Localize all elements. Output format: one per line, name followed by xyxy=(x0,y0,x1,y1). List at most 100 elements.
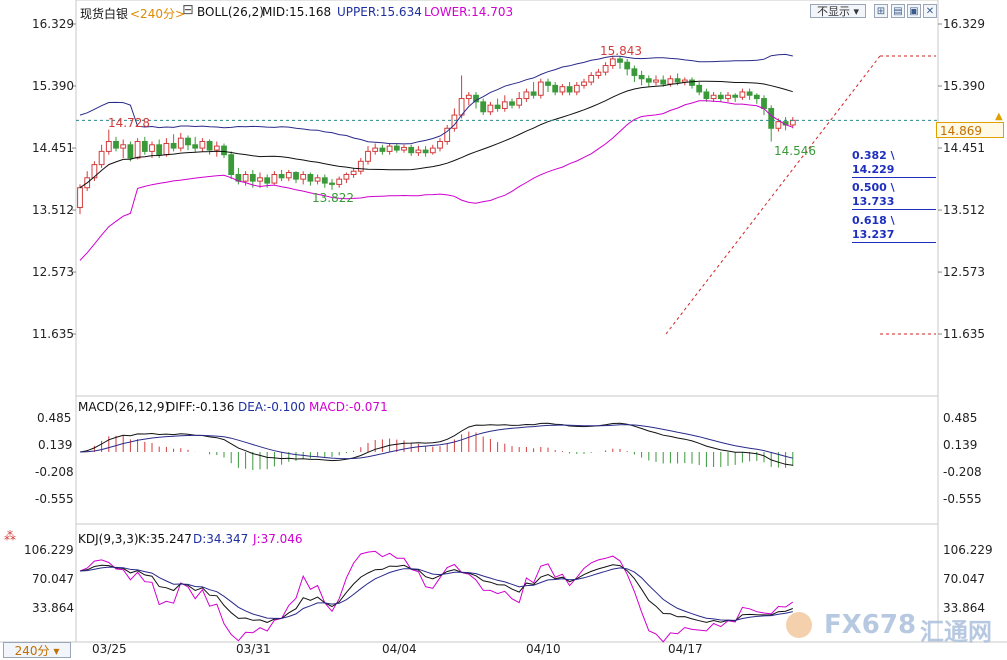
boll-lower-line xyxy=(79,100,793,261)
candle-body xyxy=(631,68,638,76)
candle-body xyxy=(149,144,155,152)
candle-body xyxy=(602,65,609,73)
low-annotation: 13.822 xyxy=(312,191,354,205)
candle-body xyxy=(156,144,163,156)
kdj-settings-icon[interactable]: ⁂ xyxy=(4,529,16,543)
macd-axis-label: -0.555 xyxy=(35,492,74,506)
candle-body xyxy=(264,177,271,184)
candle-body xyxy=(530,91,537,96)
macd-axis-right-label: 0.485 xyxy=(943,411,978,425)
candle-body xyxy=(717,94,724,100)
candle-body xyxy=(509,101,515,106)
candle-body xyxy=(329,182,335,185)
kdj-axis-right-label: 70.047 xyxy=(943,572,985,586)
candle-body xyxy=(444,127,451,142)
candle-body xyxy=(257,177,263,182)
fib-level-0618[interactable]: 0.618 \ 13.237 xyxy=(852,214,936,243)
candle-body xyxy=(271,174,278,184)
fib-trend-line xyxy=(665,55,881,335)
price-axis-right-label: 13.512 xyxy=(943,203,985,217)
macd-axis-right-label: -0.555 xyxy=(943,492,982,506)
candle-body xyxy=(552,84,559,93)
kdj-axis-right-label: 33.864 xyxy=(943,601,985,615)
date-label: 03/31 xyxy=(236,642,271,656)
candle-body xyxy=(192,144,199,149)
high-annotation: 14.728 xyxy=(108,116,150,130)
kdj-k: K:35.247 xyxy=(138,532,192,546)
zoom-icon[interactable]: ⊞ xyxy=(874,4,888,18)
kdj-d-line xyxy=(79,566,793,621)
date-label: 04/04 xyxy=(382,642,417,656)
indicator-menu-icon[interactable]: ⊟ xyxy=(182,2,194,18)
candle-body xyxy=(91,164,98,179)
candle-body xyxy=(199,140,206,149)
candle-body xyxy=(768,107,775,129)
candle-body xyxy=(775,121,782,129)
macd-dea: DEA:-0.100 xyxy=(238,400,306,414)
boll-upper: UPPER:15.634 xyxy=(337,5,422,19)
candle-body xyxy=(501,101,508,109)
macd-dea-line xyxy=(79,424,793,460)
price-axis-right-label: 14.451 xyxy=(943,141,985,155)
settings-icon[interactable]: ▤ xyxy=(891,4,905,18)
boll-lower: LOWER:14.703 xyxy=(424,5,514,19)
boll-mid-line xyxy=(79,80,793,189)
candle-body xyxy=(77,187,83,209)
macd-label: MACD(26,12,9) xyxy=(78,400,170,414)
candle-body xyxy=(422,149,429,154)
kdj-j-line xyxy=(79,550,794,643)
macd-axis-label: 0.139 xyxy=(38,438,73,452)
macd-axis-label: 0.485 xyxy=(37,411,72,425)
close-icon[interactable]: ✕ xyxy=(923,4,937,18)
candle-body xyxy=(321,177,328,184)
price-axis-label: 14.451 xyxy=(32,141,74,155)
price-axis-label: 11.635 xyxy=(32,327,74,341)
candle-body xyxy=(703,91,710,100)
candle-body xyxy=(545,81,551,86)
candle-body xyxy=(537,81,544,96)
instrument-name: 现货白银 xyxy=(80,7,129,21)
candle-body xyxy=(653,79,659,83)
candle-body xyxy=(725,94,731,100)
candle-body xyxy=(789,119,796,126)
candle-body xyxy=(588,74,595,83)
maximize-icon[interactable]: ▣ xyxy=(907,4,921,18)
macd-value: MACD:-0.071 xyxy=(309,400,388,414)
fib-level-0382[interactable]: 0.382 \ 14.229 xyxy=(852,149,936,178)
price-axis-label: 15.390 xyxy=(32,79,74,93)
candle-body xyxy=(336,178,343,185)
fib-level-0500[interactable]: 0.500 \ 13.733 xyxy=(852,181,936,210)
candle-body xyxy=(278,174,285,179)
boll-label: BOLL(26,2) xyxy=(197,5,264,19)
kdj-label: KDJ(9,3,3) xyxy=(78,532,139,546)
peak-annotation: 15.843 xyxy=(600,44,642,58)
period-label[interactable]: <240分> xyxy=(130,7,186,21)
macd-panel-frame xyxy=(75,395,939,525)
candle-body xyxy=(213,145,220,151)
candle-body xyxy=(206,140,213,151)
hide-dropdown[interactable]: 不显示 ▾ xyxy=(810,4,866,18)
candle-body xyxy=(761,98,767,109)
candle-body xyxy=(480,101,487,113)
candle-body xyxy=(487,104,494,113)
candle-body xyxy=(624,61,631,70)
candle-body xyxy=(393,145,400,151)
price-axis-label: 12.573 xyxy=(32,265,74,279)
candle-body xyxy=(177,137,184,149)
kdj-d: D:34.347 xyxy=(193,532,249,546)
boll-mid: MID:15.168 xyxy=(262,5,332,19)
hide-dropdown-label: 不显示 xyxy=(816,5,850,18)
candle-body xyxy=(379,147,386,152)
date-label: 03/25 xyxy=(92,642,127,656)
candle-body xyxy=(638,74,645,80)
candle-body xyxy=(681,79,688,83)
price-axis-right-label: 16.329 xyxy=(943,17,985,31)
candle-body xyxy=(357,160,364,172)
candle-body xyxy=(739,91,746,98)
price-axis-label: 13.512 xyxy=(32,203,74,217)
candle-body xyxy=(105,140,112,152)
candle-body xyxy=(660,79,667,85)
candle-body xyxy=(617,58,623,63)
period-selector[interactable]: 240分 ▾ xyxy=(3,642,71,658)
